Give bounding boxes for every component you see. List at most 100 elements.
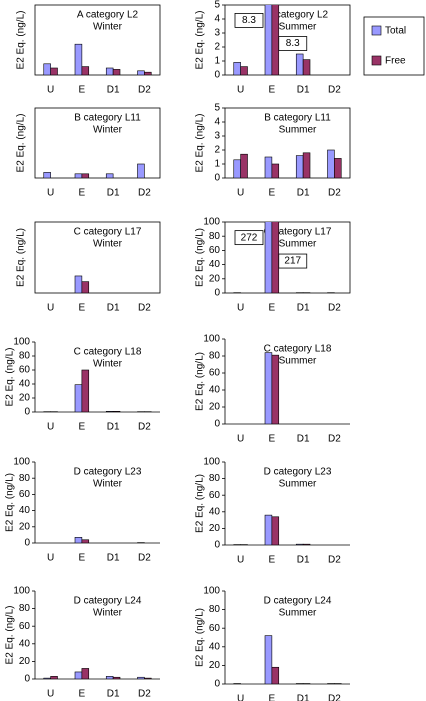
y-tick-label: 0 [24,407,30,418]
x-tick-label: D2 [328,555,341,566]
y-tick-label: 100 [203,334,220,345]
bar [43,677,51,679]
y-axis-label: E2 Eq. (ng/L) [5,348,16,407]
x-tick-label: D2 [328,694,341,701]
x-tick-label: D2 [328,434,341,445]
bar [81,668,90,679]
y-tick-label: 0 [214,288,220,299]
x-tick-label: D1 [297,434,310,445]
y-tick-label: 80 [19,351,31,362]
y-tick-label: 60 [19,365,31,376]
x-tick-label: U [237,694,244,701]
chart-subtitle: Winter [93,479,123,490]
bar [264,352,273,424]
bar [271,5,280,75]
y-tick-label: 40 [209,385,221,396]
bar [144,677,152,679]
x-tick-label: D2 [328,188,341,199]
y-axis-label: E2 Eq. (ng/L) [195,114,206,173]
x-tick-label: U [237,85,244,96]
y-tick-label: 3 [214,131,220,142]
y-tick-label: 60 [209,490,221,501]
y-axis-label: E2 Eq. (ng/L) [195,228,206,287]
bars [74,537,145,543]
bar [81,66,90,75]
bar [302,152,311,178]
plot-frame [224,221,351,294]
y-tick-label: 100 [203,586,220,597]
bar [105,676,114,679]
bars [43,668,152,679]
y-tick-label: 60 [19,489,31,500]
x-tick-label: E [79,422,86,433]
y-tick-label: 0 [214,540,220,551]
x-tick-label: D2 [138,553,151,564]
y-tick-label: 80 [209,473,221,484]
y-tick-label: 80 [209,604,221,615]
y-tick-label: 20 [209,523,221,534]
x-tick-label: U [237,555,244,566]
bar [74,173,83,178]
y-tick-label: 100 [13,337,30,348]
bar [233,62,241,75]
plot-frame [34,221,161,294]
y-tick-label: 60 [19,621,31,632]
y-tick-label: 5 [214,0,220,11]
y-tick-label: 40 [209,641,221,652]
x-tick-label: D2 [138,303,151,314]
value-label: 217 [284,256,301,267]
y-tick-label: 100 [203,457,220,468]
bar [50,676,58,679]
bar [295,155,304,178]
panel: 0 20 40 60 80 100 E2 Eq. (ng/L) D category L23S… [195,457,350,566]
chart-subtitle: Summer [279,356,317,367]
bar [271,516,280,545]
bar [137,163,145,178]
bar [81,173,90,178]
bar [271,666,280,684]
bar [240,153,248,178]
chart-title: C category L17 [264,227,332,238]
y-tick-label: 20 [209,660,221,671]
chart-subtitle: Winter [93,239,123,250]
panel: 0 20 40 60 80 100 E2 Eq. (ng/L) C category L18S… [195,334,350,445]
y-tick-label: 40 [209,506,221,517]
y-axis-label: E2 Eq. (ng/L) [195,474,206,533]
x-tick-label: U [237,303,244,314]
bars [233,514,311,545]
bar [302,59,311,75]
bar [74,671,83,679]
bar [295,53,304,75]
y-tick-label: 0 [214,70,220,81]
y-tick-label: 40 [19,379,31,390]
chart-subtitle: Summer [279,479,317,490]
bar [137,676,145,679]
x-tick-label: D2 [328,303,341,314]
bar [264,514,273,545]
y-tick-label: 80 [209,231,221,242]
y-tick-label: 0 [24,538,30,549]
y-tick-label: 20 [19,521,31,532]
bar [74,275,83,293]
chart-subtitle: Summer [279,22,317,33]
bar [271,354,280,424]
bar [74,384,83,412]
plot-frame [34,107,161,179]
value-label: 8.3 [242,15,256,26]
y-tick-label: 3 [214,28,220,39]
y-tick-label: 20 [19,656,31,667]
bar [264,635,273,684]
bar [240,66,248,75]
bar [105,67,114,75]
y-tick-label: 20 [19,393,31,404]
x-tick-label: D2 [138,188,151,199]
bar [112,410,121,412]
y-tick-label: 40 [19,505,31,516]
plot-frame [224,107,351,179]
chart-title: C category L18 [264,344,332,355]
y-tick-label: 100 [13,457,30,468]
y-axis-label: E2 Eq. (ng/L) [195,11,206,70]
